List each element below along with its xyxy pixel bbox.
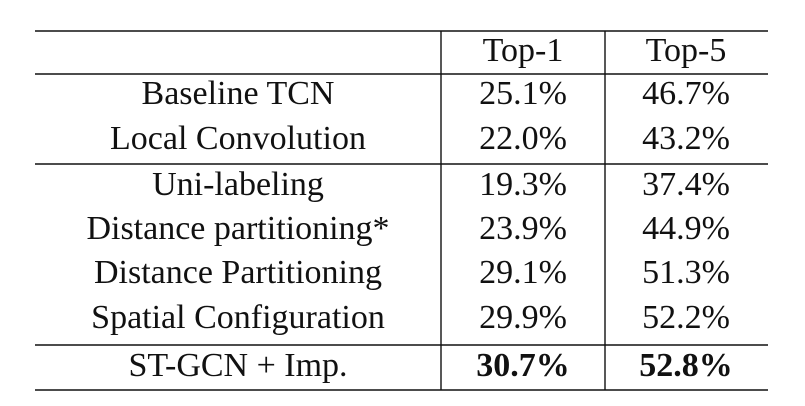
cell-value: 52.8% bbox=[639, 347, 733, 384]
column-header: Top-5 bbox=[646, 32, 727, 69]
cell-value: 44.9% bbox=[642, 210, 730, 247]
cell-value: 37.4% bbox=[642, 166, 730, 203]
cell-value: 30.7% bbox=[476, 347, 570, 384]
cell-value: 19.3% bbox=[479, 166, 567, 203]
row-label: Spatial Configuration bbox=[91, 299, 385, 336]
row-label: Baseline TCN bbox=[142, 75, 335, 112]
cell-value: 46.7% bbox=[642, 75, 730, 112]
row-label: ST-GCN + Imp. bbox=[128, 347, 347, 384]
cell-value: 25.1% bbox=[479, 75, 567, 112]
column-header: Top-1 bbox=[483, 32, 564, 69]
row-label: Distance partitioning* bbox=[86, 210, 389, 247]
cell-value: 51.3% bbox=[642, 254, 730, 291]
cell-value: 29.1% bbox=[479, 254, 567, 291]
row-label: Distance Partitioning bbox=[94, 254, 382, 291]
row-label: Local Convolution bbox=[110, 120, 366, 157]
cell-value: 52.2% bbox=[642, 299, 730, 336]
row-label: Uni-labeling bbox=[152, 166, 324, 203]
cell-value: 23.9% bbox=[479, 210, 567, 247]
cell-value: 29.9% bbox=[479, 299, 567, 336]
cell-value: 22.0% bbox=[479, 120, 567, 157]
cell-value: 43.2% bbox=[642, 120, 730, 157]
